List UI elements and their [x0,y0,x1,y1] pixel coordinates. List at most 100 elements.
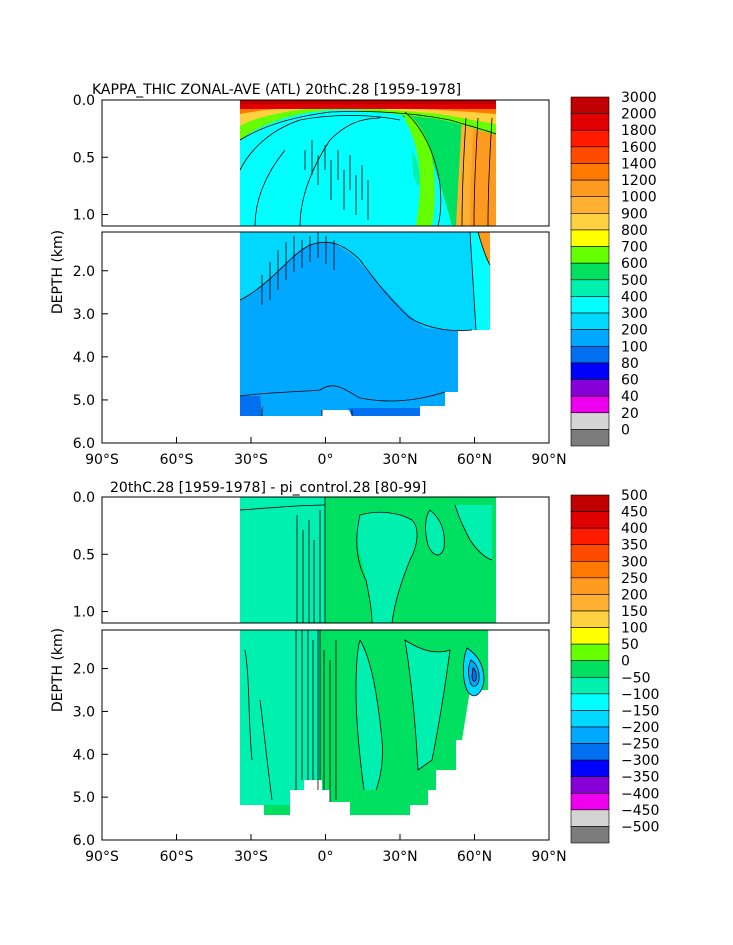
x-tick-label: 0° [318,452,334,468]
x-tick-label: 30°N [382,452,417,468]
y-tick-label: 6.0 [73,833,95,849]
field-region [240,497,325,623]
field-region [240,630,320,805]
panel-2-x-ticks: 90°S 60°S 30°S 0° 30°N 60°N 90°N [85,834,567,865]
colorbar-swatch [570,329,610,347]
colorbar-label: −450 [621,803,659,819]
colorbar-swatch [570,594,610,612]
x-tick-label: 90°N [531,849,566,865]
colorbar-label: 600 [621,256,648,272]
y-tick-label: 5.0 [73,393,95,409]
colorbar-label: 40 [621,389,639,405]
colorbar-swatch [570,429,610,447]
colorbar-label: 2000 [621,107,657,123]
panel-2-colorbar: 500450400350300250200150100500−50−100−15… [570,488,659,844]
colorbar-swatch [570,113,610,131]
contour-lines [244,630,485,801]
colorbar-label: −200 [621,720,659,736]
colorbar-label: 1200 [621,173,657,189]
field-region [356,512,418,623]
colorbar-swatch [570,527,610,546]
panel-2-y-ticks: 0.0 0.5 1.0 2.0 3.0 4.0 5.0 6.0 [73,490,108,849]
y-tick-label: 1.0 [73,208,95,224]
colorbar-swatch [570,179,610,198]
colorbar-swatch [570,345,610,364]
colorbar-label: −50 [621,670,651,686]
panel-1-colorbar: 3000200018001600140012001000900800700600… [570,90,657,447]
colorbar-label: 80 [621,356,639,372]
colorbar-swatch [570,379,610,397]
contour-lines [239,497,493,623]
colorbar-swatch [570,246,610,264]
panel-1-x-ticks: 90°S 60°S 30°S 0° 30°N 60°N 90°N [85,437,567,468]
x-tick-label: 60°N [457,452,492,468]
colorbar-label: 50 [621,637,639,653]
colorbar-label: 700 [621,240,648,256]
colorbar-label: 900 [621,206,648,222]
colorbar-swatch [570,511,610,529]
panel-2-lower-field [240,630,488,815]
x-tick-label: 60°S [160,452,194,468]
panel-1: KAPPA_THIC ZONAL-AVE (ATL) 20thC.28 [195… [50,82,657,468]
colorbar-swatch [570,726,610,744]
panel-2-upper-frame [101,496,550,624]
colorbar-swatch [570,296,610,314]
colorbar-label: 1400 [621,156,657,172]
colorbar-swatch [570,229,610,247]
colorbar-swatch [570,676,610,695]
colorbar-label: 800 [621,223,648,239]
colorbar-swatch [570,129,610,148]
y-tick-label: 3.0 [73,704,95,720]
colorbar-swatch [570,577,610,595]
colorbar-swatch [570,627,610,645]
colorbar-swatch [570,710,610,728]
field-region [412,150,420,186]
colorbar-label: 1000 [621,190,657,206]
colorbar-label: 150 [621,604,648,620]
colorbar-label: 1800 [621,123,657,139]
colorbar-label: 3000 [621,90,657,106]
colorbar-label: 300 [621,306,648,322]
y-tick-label: 2.0 [73,264,95,280]
x-tick-label: 30°S [234,849,268,865]
colorbar-label: −300 [621,753,659,769]
contour-lines [239,232,491,416]
y-tick-label: 0.0 [73,93,95,109]
colorbar-swatch [570,196,610,214]
panel-1-upper-field [239,100,497,226]
field-region [425,510,445,556]
colorbar-swatch [570,279,610,297]
field-region [356,640,383,790]
colorbar-label: 200 [621,323,648,339]
x-tick-label: 90°S [85,849,119,865]
noise-contours [295,630,337,802]
noise-contours [304,140,369,220]
noise-contours [261,232,335,305]
panel-1-y-ticks: 0.0 0.5 1.0 2.0 3.0 4.0 5.0 6.0 [73,93,108,452]
colorbar-swatch [570,213,610,231]
colorbar-label: −150 [621,703,659,719]
panel-1-lower-field [239,232,491,416]
x-tick-label: 60°S [160,849,194,865]
colorbar-label: 400 [621,521,648,537]
colorbar-label: −100 [621,687,659,703]
colorbar-swatch [570,610,610,628]
colorbar-label: −250 [621,737,659,753]
panel-2-title: 20thC.28 [1959-1978] - pi_control.28 [80… [110,480,426,496]
colorbar-label: 350 [621,538,648,554]
colorbar-swatch [570,544,610,562]
colorbar-label: 0 [621,422,630,438]
panel-2-upper-field [239,497,496,623]
colorbar-label: −400 [621,786,659,802]
colorbar-swatch [570,412,610,430]
colorbar-swatch [570,809,610,827]
y-tick-label: 4.0 [73,747,95,763]
colorbar-swatch [570,146,610,164]
y-tick-label: 0.5 [73,150,95,166]
panel-1-upper-frame [101,99,550,227]
colorbar-swatch [570,792,610,811]
colorbar-swatch [570,163,610,181]
field-region [240,232,490,330]
field-region [240,100,496,104]
